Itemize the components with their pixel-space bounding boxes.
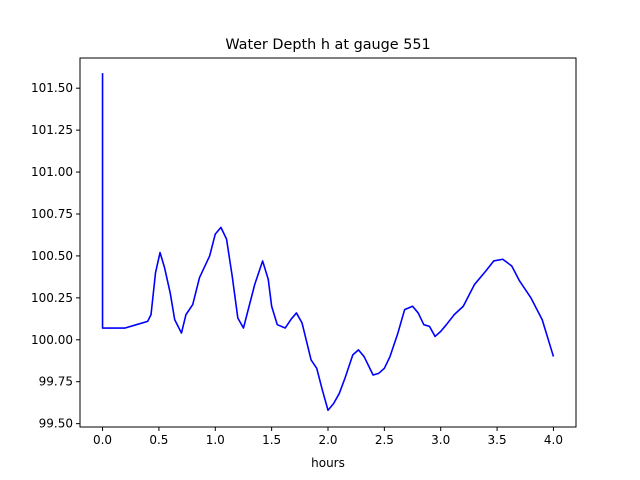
x-tick-label: 4.0 <box>544 433 563 447</box>
y-tick-label: 101.00 <box>31 165 73 179</box>
y-tick-label: 100.00 <box>31 333 73 347</box>
series-line-0 <box>101 73 555 412</box>
x-tick-label: 1.5 <box>262 433 281 447</box>
plot-area-frame <box>79 57 577 428</box>
x-tick-label: 2.0 <box>318 433 337 447</box>
y-tick-label: 101.25 <box>31 123 73 137</box>
x-tick-label: 2.5 <box>375 433 394 447</box>
y-tick-label: 100.25 <box>31 291 73 305</box>
x-tick-label: 3.5 <box>488 433 507 447</box>
chart-title: Water Depth h at gauge 551 <box>225 37 430 53</box>
x-tick-label: 0.0 <box>93 433 112 447</box>
x-tick-label: 1.0 <box>206 433 225 447</box>
x-tick-label: 0.5 <box>149 433 168 447</box>
plot-series-layer <box>101 73 555 412</box>
y-tick-label: 99.50 <box>39 417 73 431</box>
y-tick-label: 100.75 <box>31 207 73 221</box>
x-axis-ticks: 0.0 0.5 1.0 1.5 2.0 2.5 3.0 3.5 4.0 <box>93 427 563 447</box>
x-tick-label: 3.0 <box>431 433 450 447</box>
y-tick-label: 99.75 <box>39 375 73 389</box>
y-tick-label: 100.50 <box>31 249 73 263</box>
y-axis-ticks: 99.50 99.75 100.00 100.25 100.50 100.75 101.00… <box>31 81 80 431</box>
y-tick-label: 101.50 <box>31 81 73 95</box>
x-axis-label: hours <box>311 456 345 470</box>
